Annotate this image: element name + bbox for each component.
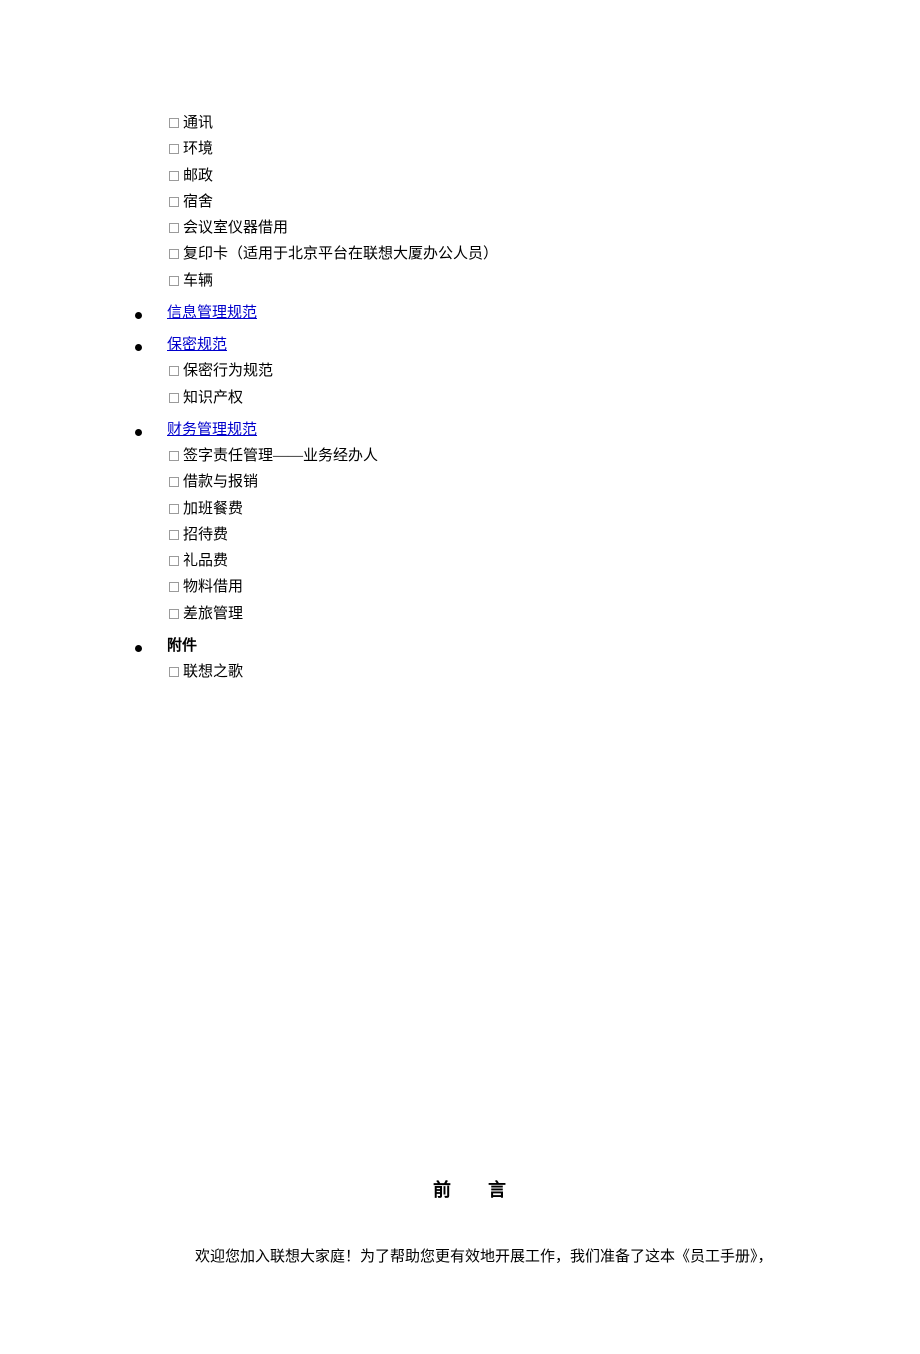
sub-item-label: 签字责任管理——业务经办人 <box>183 443 378 469</box>
sub-item-label: 联想之歌 <box>183 659 243 685</box>
sub-item-label: 会议室仪器借用 <box>183 215 288 241</box>
preface-paragraph: 欢迎您加入联想大家庭！为了帮助您更有效地开展工作，我们准备了这本《员工手册》， <box>165 1241 795 1274</box>
sub-item-label: 知识产权 <box>183 385 243 411</box>
sub-list: 签字责任管理——业务经办人 借款与报销 加班餐费 招待费 礼品费 物料借用 差旅… <box>169 443 795 627</box>
sub-item-label: 通讯 <box>183 110 213 136</box>
sub-item-label: 保密行为规范 <box>183 358 273 384</box>
box-icon <box>169 393 179 403</box>
bullet-row: 附件 <box>135 633 795 659</box>
sub-item: 保密行为规范 <box>169 358 795 384</box>
toc-group-appendix: 附件 联想之歌 <box>145 633 795 686</box>
box-icon <box>169 504 179 514</box>
sub-item-label: 车辆 <box>183 268 213 294</box>
sub-item-label: 加班餐费 <box>183 496 243 522</box>
sub-item-label: 招待费 <box>183 522 228 548</box>
sub-item: 物料借用 <box>169 574 795 600</box>
box-icon <box>169 667 179 677</box>
sub-item-label: 物料借用 <box>183 574 243 600</box>
sub-item: 加班餐费 <box>169 496 795 522</box>
sub-item-label: 复印卡（适用于北京平台在联想大厦办公人员） <box>183 241 498 267</box>
bullet-icon <box>135 312 142 319</box>
toc-group-confidential: 保密规范 保密行为规范 知识产权 <box>145 332 795 411</box>
bullet-icon <box>135 344 142 351</box>
box-icon <box>169 477 179 487</box>
sub-list: 联想之歌 <box>169 659 795 685</box>
heading-part-a: 前 <box>433 1180 452 1200</box>
sub-item-label: 差旅管理 <box>183 601 243 627</box>
box-icon <box>169 197 179 207</box>
box-icon <box>169 530 179 540</box>
sub-item: 通讯 <box>169 110 795 136</box>
box-icon <box>169 144 179 154</box>
sub-item: 签字责任管理——业务经办人 <box>169 443 795 469</box>
sub-item-label: 环境 <box>183 136 213 162</box>
bullet-icon <box>135 429 142 436</box>
link-confidential[interactable]: 保密规范 <box>167 332 227 358</box>
sub-item: 招待费 <box>169 522 795 548</box>
sub-item: 车辆 <box>169 268 795 294</box>
sub-item: 礼品费 <box>169 548 795 574</box>
sub-item: 会议室仪器借用 <box>169 215 795 241</box>
link-info-mgmt[interactable]: 信息管理规范 <box>167 300 257 326</box>
sub-item: 宿舍 <box>169 189 795 215</box>
label-appendix: 附件 <box>167 633 197 659</box>
sub-item-label: 借款与报销 <box>183 469 258 495</box>
sub-item: 差旅管理 <box>169 601 795 627</box>
sub-item: 知识产权 <box>169 385 795 411</box>
link-finance[interactable]: 财务管理规范 <box>167 417 257 443</box>
heading-part-b: 言 <box>488 1180 507 1200</box>
box-icon <box>169 609 179 619</box>
bullet-row: 保密规范 <box>135 332 795 358</box>
toc-group-info-mgmt: 信息管理规范 <box>145 300 795 326</box>
bullet-row: 财务管理规范 <box>135 417 795 443</box>
box-icon <box>169 276 179 286</box>
box-icon <box>169 451 179 461</box>
sub-item-label: 宿舍 <box>183 189 213 215</box>
sub-item: 邮政 <box>169 163 795 189</box>
box-icon <box>169 582 179 592</box>
sub-item-label: 礼品费 <box>183 548 228 574</box>
sub-item: 联想之歌 <box>169 659 795 685</box>
box-icon <box>169 366 179 376</box>
box-icon <box>169 118 179 128</box>
sub-item: 环境 <box>169 136 795 162</box>
bullet-row: 信息管理规范 <box>135 300 795 326</box>
sub-list: 通讯 环境 邮政 宿舍 会议室仪器借用 复印卡（适用于北京平台在联想大厦办公人员… <box>169 110 795 294</box>
sub-item-label: 邮政 <box>183 163 213 189</box>
sub-list: 保密行为规范 知识产权 <box>169 358 795 411</box>
sub-item: 借款与报销 <box>169 469 795 495</box>
bullet-icon <box>135 645 142 652</box>
box-icon <box>169 223 179 233</box>
toc-group-continued: 通讯 环境 邮政 宿舍 会议室仪器借用 复印卡（适用于北京平台在联想大厦办公人员… <box>145 110 795 294</box>
box-icon <box>169 556 179 566</box>
box-icon <box>169 171 179 181</box>
box-icon <box>169 249 179 259</box>
toc-group-finance: 财务管理规范 签字责任管理——业务经办人 借款与报销 加班餐费 招待费 礼品费 … <box>145 417 795 627</box>
sub-item: 复印卡（适用于北京平台在联想大厦办公人员） <box>169 241 795 267</box>
heading-preface: 前言 <box>145 1175 795 1207</box>
